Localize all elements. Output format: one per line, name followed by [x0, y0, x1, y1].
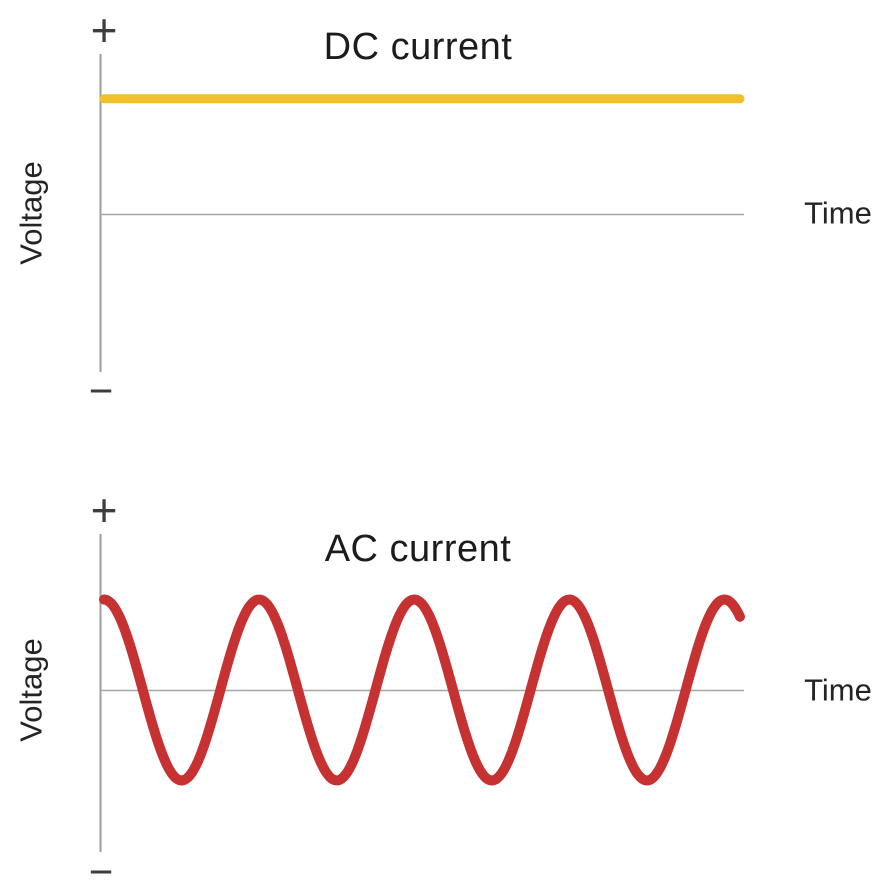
ac-plus-sign: +	[90, 484, 118, 536]
dc-plus-sign: +	[90, 4, 118, 56]
ac-waveform	[99, 594, 745, 786]
ac-time-axis-label: Time	[804, 672, 872, 708]
ac-minus-sign: −	[88, 848, 114, 895]
dc-time-axis-label: Time	[804, 195, 872, 231]
dc-axes	[99, 54, 744, 372]
dc-panel-title: DC current	[323, 26, 513, 68]
ac-panel-title: AC current	[324, 528, 512, 570]
ac-voltage-axis-label: Voltage	[13, 638, 49, 742]
ac-axes	[99, 534, 744, 852]
dc-voltage-axis-label: Voltage	[13, 161, 49, 265]
dc-minus-sign: −	[88, 367, 114, 414]
